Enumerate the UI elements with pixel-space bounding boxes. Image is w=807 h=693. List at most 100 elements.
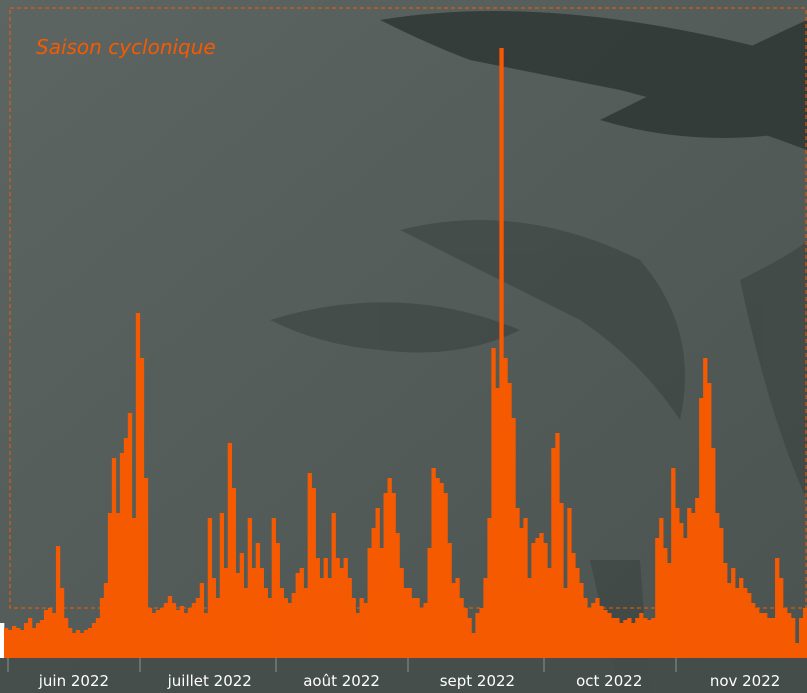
bar — [372, 528, 376, 658]
bar — [659, 518, 663, 658]
page: Saison cyclonique juin 2022juillet 2022a… — [0, 0, 807, 693]
bar — [471, 633, 475, 658]
bar — [28, 618, 32, 658]
bar — [136, 313, 140, 658]
bar — [228, 443, 232, 658]
bar — [276, 543, 280, 658]
bar — [559, 503, 563, 658]
bar — [675, 508, 679, 658]
bar — [563, 588, 567, 658]
bar — [667, 563, 671, 658]
bar — [180, 606, 184, 658]
bar — [407, 588, 411, 658]
bar — [475, 613, 479, 658]
bar — [320, 578, 324, 658]
bar — [108, 513, 112, 658]
bar — [747, 593, 751, 658]
bar — [771, 618, 775, 658]
bar — [92, 623, 96, 658]
bar — [304, 588, 308, 658]
bar — [687, 508, 691, 658]
bar — [208, 518, 212, 658]
bar — [511, 418, 515, 658]
bar — [655, 538, 659, 658]
bar — [643, 618, 647, 658]
bar — [252, 568, 256, 658]
bar — [755, 608, 759, 658]
bar — [607, 613, 611, 658]
bar — [651, 618, 655, 658]
bar — [248, 518, 252, 658]
bar — [503, 358, 507, 658]
bar — [647, 620, 651, 658]
bar — [116, 513, 120, 658]
bar — [723, 563, 727, 658]
bar — [88, 628, 92, 658]
bar — [256, 543, 260, 658]
bar — [575, 568, 579, 658]
bar — [567, 508, 571, 658]
bar — [76, 630, 80, 658]
bar — [631, 623, 635, 658]
bar — [635, 618, 639, 658]
bar — [587, 608, 591, 658]
bar — [244, 588, 248, 658]
bar — [232, 488, 236, 658]
bar — [120, 453, 124, 658]
bar — [384, 493, 388, 658]
bar — [164, 603, 168, 658]
bar — [200, 583, 204, 658]
bar — [388, 478, 392, 658]
bar — [300, 568, 304, 658]
bar — [148, 608, 152, 658]
bar — [491, 348, 495, 658]
bar — [579, 583, 583, 658]
bar — [140, 358, 144, 658]
bar — [68, 628, 72, 658]
bar — [439, 483, 443, 658]
bar — [172, 603, 176, 658]
bar — [8, 630, 12, 658]
bar — [20, 630, 24, 658]
bar — [332, 513, 336, 658]
bar — [527, 578, 531, 658]
bar — [340, 568, 344, 658]
bar — [803, 608, 807, 658]
bar — [523, 518, 527, 658]
bar — [356, 613, 360, 658]
bar — [352, 598, 356, 658]
bar — [40, 620, 44, 658]
bar — [192, 603, 196, 658]
bar — [12, 626, 16, 658]
bar — [220, 513, 224, 658]
axis-band — [0, 658, 807, 693]
bar — [400, 568, 404, 658]
bar — [483, 578, 487, 658]
bar — [767, 618, 771, 658]
chart: Saison cyclonique juin 2022juillet 2022a… — [0, 0, 807, 693]
bar — [431, 468, 435, 658]
bar — [663, 548, 667, 658]
bar — [168, 596, 172, 658]
bar — [212, 578, 216, 658]
bar — [204, 613, 208, 658]
bar — [240, 553, 244, 658]
bar — [48, 608, 52, 658]
bar — [735, 588, 739, 658]
bar — [316, 558, 320, 658]
bar — [236, 573, 240, 658]
bar — [571, 553, 575, 658]
bar — [619, 623, 623, 658]
bar — [364, 603, 368, 658]
bar — [144, 478, 148, 658]
bar — [583, 598, 587, 658]
bar — [515, 508, 519, 658]
bar — [396, 533, 400, 658]
bar — [292, 593, 296, 658]
bar — [611, 618, 615, 658]
bar — [156, 610, 160, 658]
bar — [160, 608, 164, 658]
bar — [603, 610, 607, 658]
bar — [324, 558, 328, 658]
bar — [783, 608, 787, 658]
